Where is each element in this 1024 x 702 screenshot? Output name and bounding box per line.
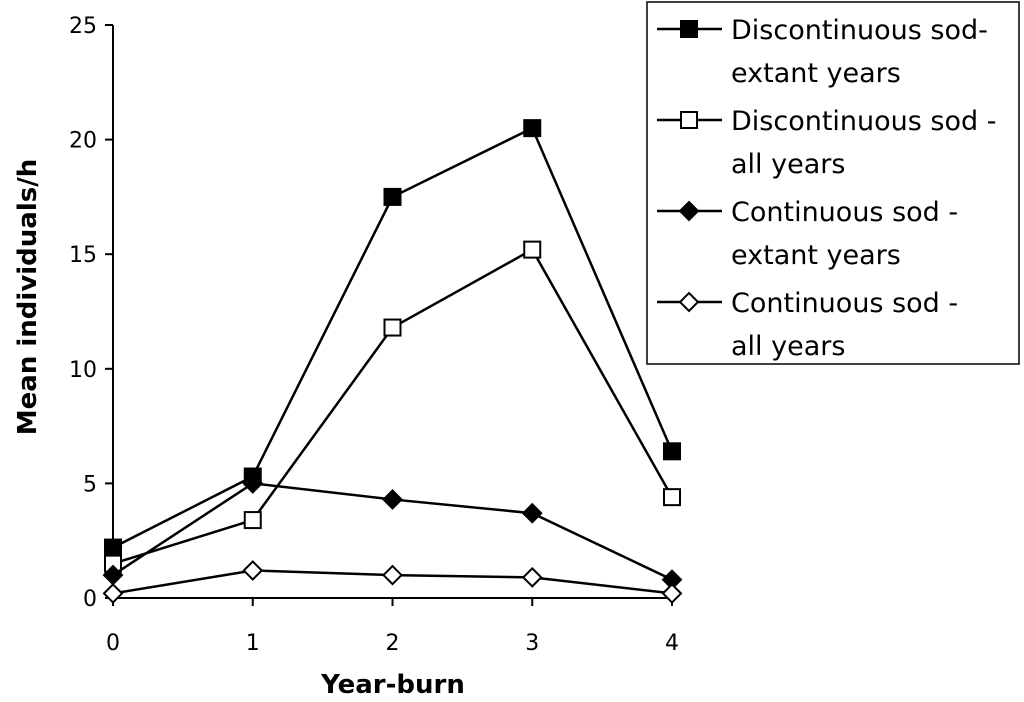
x-tick-label: 3 (525, 631, 539, 656)
data-point (382, 564, 403, 586)
series-line (112, 247, 674, 565)
legend-label: all years (731, 331, 845, 362)
data-point (663, 488, 681, 507)
x-tick-label: 4 (665, 631, 679, 656)
y-tick-label: 15 (69, 243, 97, 268)
legend-marker (680, 111, 698, 129)
y-tick-label: 10 (69, 358, 97, 383)
y-axis-title: Mean individuals/h (13, 159, 43, 435)
legend-marker (678, 291, 700, 313)
y-tick-label: 5 (83, 472, 97, 497)
legend-label: Continuous sod - (731, 288, 958, 319)
legend-label: extant years (731, 240, 901, 271)
legend-label: all years (731, 149, 845, 180)
data-point (523, 240, 542, 259)
y-tick-label: 0 (83, 587, 97, 612)
x-tick-label: 1 (246, 631, 260, 656)
data-point (104, 538, 122, 557)
data-point (242, 560, 264, 581)
series-3 (102, 472, 683, 591)
data-point (521, 502, 543, 524)
y-tick-label: 25 (69, 14, 97, 39)
legend: Discontinuous sod-extant years Discontinu… (646, 1, 1020, 365)
data-point (382, 489, 403, 510)
data-point (523, 119, 542, 138)
x-axis-title: Year-burn (320, 670, 465, 700)
legend-marker (678, 200, 700, 222)
series-2 (104, 240, 681, 573)
legend-box (646, 1, 1020, 365)
legend-label: extant years (731, 58, 901, 89)
series-4 (102, 560, 683, 604)
data-point (663, 442, 681, 461)
legend-marker (680, 20, 698, 38)
legend-label: Continuous sod - (731, 197, 958, 228)
legend-label: Discontinuous sod- (731, 15, 988, 46)
data-point (661, 583, 683, 604)
x-tick-label: 0 (106, 631, 120, 656)
y-tick-label: 20 (69, 129, 97, 154)
data-point (102, 583, 124, 604)
data-point (242, 472, 264, 494)
x-tick-label: 2 (386, 631, 400, 656)
axes: 0 5 10 15 20 25 0 1 2 3 4 (69, 14, 679, 656)
data-point (383, 187, 402, 206)
data-point (383, 318, 402, 337)
legend-label: Discontinuous sod - (731, 106, 996, 137)
data-point (521, 566, 543, 588)
data-point (243, 511, 262, 530)
series-layer (102, 119, 683, 604)
